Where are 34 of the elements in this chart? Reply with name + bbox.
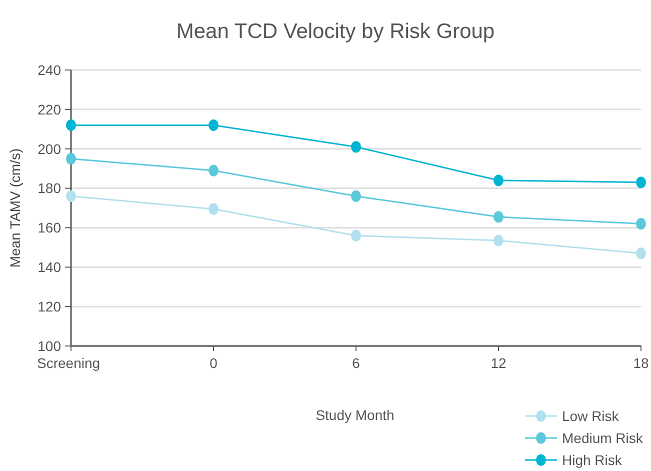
- chart-title: Mean TCD Velocity by Risk Group: [176, 20, 495, 43]
- point: [208, 164, 218, 176]
- legend-label: High Risk: [562, 452, 623, 468]
- x-tick-label: 18: [633, 355, 649, 371]
- y-tick-label: 120: [38, 298, 62, 314]
- y-tick-label: 140: [38, 259, 62, 276]
- x-axis-title: Study Month: [316, 407, 394, 423]
- point: [351, 141, 361, 153]
- point: [351, 190, 361, 202]
- point: [66, 152, 76, 165]
- legend-label: Low Risk: [562, 408, 620, 424]
- point: [208, 203, 218, 215]
- y-tick-label: 180: [38, 180, 62, 196]
- point: [66, 119, 76, 131]
- point: [636, 176, 646, 188]
- point: [208, 119, 218, 131]
- y-axis-title: Mean TAMV (cm/s): [7, 148, 23, 268]
- point: [351, 230, 361, 242]
- y-tick-label: 200: [38, 140, 62, 157]
- point: [494, 234, 504, 246]
- x-tick-label: 6: [352, 355, 360, 371]
- point: [636, 218, 646, 230]
- x-tick-label: 0: [210, 355, 218, 371]
- point: [66, 190, 76, 202]
- y-tick-label: 240: [38, 62, 62, 78]
- y-tick-label: 160: [38, 220, 62, 236]
- x-tick-label: Screening: [37, 355, 100, 371]
- x-tick-label: 12: [490, 355, 506, 371]
- point: [636, 248, 646, 260]
- y-tick-label: 100: [38, 338, 62, 354]
- legend-label: Medium Risk: [562, 430, 644, 446]
- point: [494, 174, 504, 186]
- point: [494, 211, 504, 223]
- y-tick-label: 220: [38, 101, 62, 118]
